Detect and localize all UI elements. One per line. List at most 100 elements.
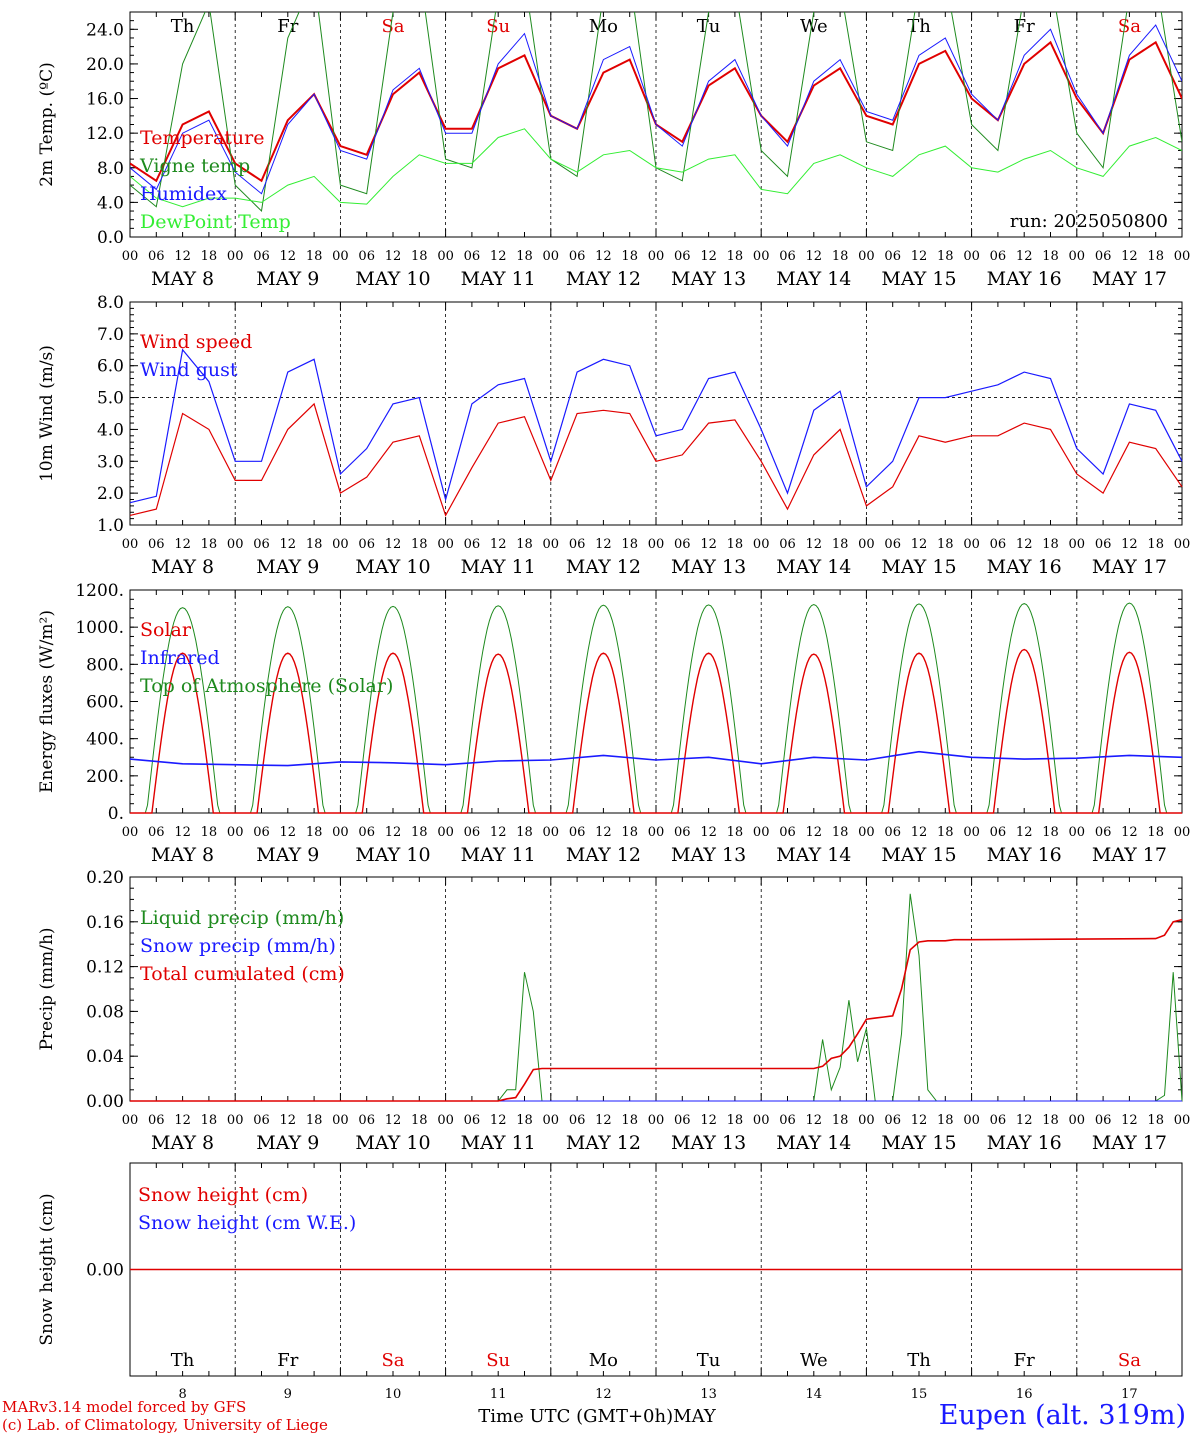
x-hour-label: 06 xyxy=(1095,537,1112,552)
x-hour-label: 12 xyxy=(806,1113,823,1128)
x-hour-label: 12 xyxy=(385,1113,402,1128)
x-hour-label: 00 xyxy=(332,825,349,840)
x-hour-label: 12 xyxy=(174,825,191,840)
x-hour-label: 12 xyxy=(385,825,402,840)
x-hour-label: 18 xyxy=(1147,537,1164,552)
x-hour-label: 06 xyxy=(779,825,796,840)
x-axis-title: Time UTC (GMT+0h)MAY xyxy=(0,1406,1194,1427)
day-name: Fr xyxy=(277,16,298,37)
x-hour-label: 06 xyxy=(884,1113,901,1128)
day-name: Sa xyxy=(1118,1350,1141,1371)
x-hour-label: 00 xyxy=(122,1113,139,1128)
x-hour-label: 12 xyxy=(1016,1113,1033,1128)
footer-lab-line: (c) Lab. of Climatology, University of L… xyxy=(2,1416,328,1434)
x-date-label: MAY 11 xyxy=(461,1132,536,1154)
y-tick-label: 400. xyxy=(86,730,124,750)
x-date-label: MAY 10 xyxy=(355,1132,430,1154)
x-hour-label: 00 xyxy=(543,537,560,552)
x-hour-label: 12 xyxy=(490,249,507,264)
series-line xyxy=(130,24,1182,195)
day-number: 14 xyxy=(806,1387,823,1402)
y-tick-label: 600. xyxy=(86,693,124,713)
x-hour-label: 18 xyxy=(621,1113,638,1128)
x-hour-label: 12 xyxy=(1016,249,1033,264)
x-hour-label: 18 xyxy=(832,537,849,552)
x-hour-label: 12 xyxy=(174,537,191,552)
x-hour-label: 12 xyxy=(1016,825,1033,840)
x-hour-label: 00 xyxy=(437,249,454,264)
legend-entry: Temperature xyxy=(140,127,264,149)
x-hour-label: 00 xyxy=(858,825,875,840)
x-date-label: MAY 16 xyxy=(987,844,1062,866)
legend-entry: Solar xyxy=(140,619,192,641)
day-name: Fr xyxy=(1014,16,1035,37)
day-name: Tu xyxy=(697,16,721,37)
x-hour-label: 12 xyxy=(595,1113,612,1128)
x-hour-label: 06 xyxy=(674,1113,691,1128)
x-hour-label: 18 xyxy=(727,1113,744,1128)
x-hour-label: 00 xyxy=(648,1113,665,1128)
x-hour-label: 18 xyxy=(516,537,533,552)
x-hour-label: 18 xyxy=(832,249,849,264)
legend-entry: Vigne temp xyxy=(139,155,250,177)
x-hour-label: 18 xyxy=(516,249,533,264)
x-hour-label: 12 xyxy=(490,1113,507,1128)
x-hour-label: 12 xyxy=(595,249,612,264)
x-date-label: MAY 16 xyxy=(987,268,1062,290)
day-number: 10 xyxy=(385,1387,402,1402)
x-date-label: MAY 11 xyxy=(461,844,536,866)
x-hour-label: 12 xyxy=(700,1113,717,1128)
day-name: Sa xyxy=(381,16,404,37)
x-hour-label: 18 xyxy=(201,537,218,552)
footer-credits: MARv3.14 model forced by GFS (c) Lab. of… xyxy=(2,1398,328,1434)
x-date-label: MAY 12 xyxy=(566,268,641,290)
x-date-label: MAY 10 xyxy=(355,844,430,866)
x-date-label: MAY 14 xyxy=(776,844,851,866)
x-hour-label: 00 xyxy=(227,249,244,264)
y-tick-label: 3.0 xyxy=(97,452,124,472)
day-name: Fr xyxy=(277,1350,298,1371)
y-tick-label: 4.0 xyxy=(97,193,124,213)
panel-frame xyxy=(129,301,1183,526)
x-hour-label: 12 xyxy=(490,537,507,552)
x-date-label: MAY 12 xyxy=(566,1132,641,1154)
y-tick-label: 5.0 xyxy=(97,389,124,409)
y-tick-label: 8.0 xyxy=(97,293,124,313)
y-tick-label: 24.0 xyxy=(86,20,124,40)
x-hour-label: 18 xyxy=(411,249,428,264)
day-name: Th xyxy=(907,16,931,37)
x-hour-label: 18 xyxy=(621,825,638,840)
x-hour-label: 12 xyxy=(1121,249,1138,264)
x-date-label: MAY 9 xyxy=(256,556,319,578)
y-tick-label: 20.0 xyxy=(86,55,124,75)
day-number: 11 xyxy=(490,1387,507,1402)
panel-frame xyxy=(129,589,1183,814)
x-hour-label: 18 xyxy=(1147,825,1164,840)
x-hour-label: 00 xyxy=(122,537,139,552)
legend-entry: Wind gust xyxy=(140,359,238,381)
day-name: Th xyxy=(907,1350,931,1371)
x-hour-label: 00 xyxy=(858,1113,875,1128)
x-hour-label: 06 xyxy=(674,825,691,840)
y-tick-label: 6.0 xyxy=(97,357,124,377)
day-number: 16 xyxy=(1016,1387,1033,1402)
x-hour-label: 06 xyxy=(779,537,796,552)
y-tick-label: 4.0 xyxy=(97,420,124,440)
day-name: Mo xyxy=(589,16,618,37)
legend-entry: Liquid precip (mm/h) xyxy=(140,907,344,929)
x-hour-label: 18 xyxy=(727,825,744,840)
x-hour-label: 00 xyxy=(753,249,770,264)
day-name: We xyxy=(800,16,828,37)
x-hour-label: 06 xyxy=(148,537,165,552)
x-hour-label: 06 xyxy=(358,825,375,840)
x-hour-label: 18 xyxy=(937,1113,954,1128)
x-date-label: MAY 14 xyxy=(776,268,851,290)
x-hour-label: 06 xyxy=(253,825,270,840)
x-hour-label: 06 xyxy=(674,537,691,552)
x-hour-label: 12 xyxy=(911,825,928,840)
x-date-label: MAY 13 xyxy=(671,268,746,290)
footer-model-line: MARv3.14 model forced by GFS xyxy=(2,1398,247,1416)
x-hour-label: 06 xyxy=(464,249,481,264)
x-date-label: MAY 8 xyxy=(151,844,214,866)
